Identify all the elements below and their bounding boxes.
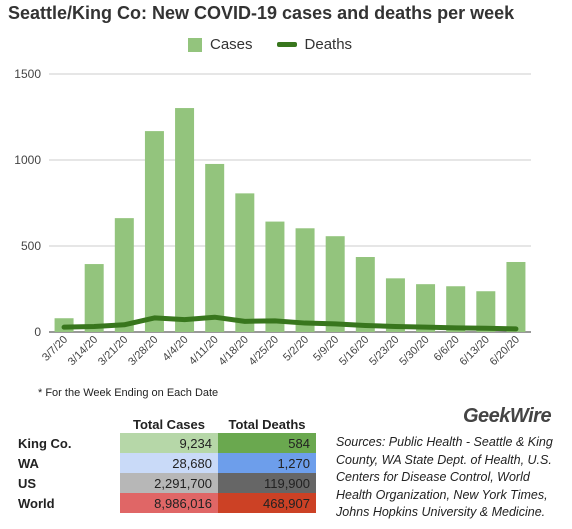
total-deaths-cell: 1,270 xyxy=(218,453,316,473)
bar-cases xyxy=(476,291,496,332)
point-deaths xyxy=(184,319,186,321)
point-deaths xyxy=(123,324,125,326)
bar-cases xyxy=(506,261,526,332)
legend-swatch-cases xyxy=(188,37,202,52)
total-deaths-cell: 119,900 xyxy=(218,473,316,493)
point-deaths xyxy=(63,326,65,328)
x-tick-label: 5/30/20 xyxy=(397,334,431,368)
bar-cases xyxy=(446,286,466,332)
row-label: King Co. xyxy=(18,435,72,451)
row-label: World xyxy=(18,495,55,511)
table-corner xyxy=(12,415,120,433)
sources-note: Sources: Public Health - Seattle & King … xyxy=(336,435,553,519)
x-tick-label: 4/18/20 xyxy=(216,334,250,368)
x-tick-label: 4/11/20 xyxy=(187,334,221,368)
bar-cases xyxy=(295,228,315,332)
bar-cases xyxy=(325,236,345,332)
total-cases-cell: 28,680 xyxy=(120,453,218,473)
point-deaths xyxy=(274,320,276,322)
total-deaths-cell: 468,907 xyxy=(218,493,316,513)
bar-cases xyxy=(84,264,104,332)
x-tick-label: 3/28/20 xyxy=(126,334,160,368)
bar-cases xyxy=(416,284,436,332)
bar-cases xyxy=(355,257,375,332)
legend-swatch-deaths xyxy=(276,42,297,47)
chart-title: Seattle/King Co: New COVID-19 cases and … xyxy=(8,3,515,23)
legend-label-deaths: Deaths xyxy=(304,36,353,53)
point-deaths xyxy=(485,327,487,329)
table-row: World 8,986,016 468,907 xyxy=(12,493,316,513)
point-deaths xyxy=(515,328,517,330)
point-deaths xyxy=(304,322,306,324)
chart-legend: Cases Deaths xyxy=(188,36,352,53)
line-deaths xyxy=(61,314,519,332)
total-cases-cell: 2,291,700 xyxy=(120,473,218,493)
table-row: King Co. 9,234 584 xyxy=(12,433,316,453)
bar-cases xyxy=(235,193,255,332)
x-tick-label: 4/25/20 xyxy=(247,334,281,368)
bar-cases xyxy=(175,108,195,332)
total-cases-cell: 9,234 xyxy=(120,433,218,453)
bar-cases xyxy=(205,163,225,332)
bar-cases xyxy=(144,131,164,332)
x-tick-label: 5/23/20 xyxy=(367,334,401,368)
point-deaths xyxy=(394,325,396,327)
row-label: US xyxy=(18,475,37,491)
header-total-deaths: Total Deaths xyxy=(228,416,306,432)
table-row: WA 28,680 1,270 xyxy=(12,453,316,473)
total-deaths-cell: 584 xyxy=(218,433,316,453)
totals-table: Total Cases Total Deaths King Co. 9,234 58… xyxy=(12,415,316,513)
y-tick-label: 1500 xyxy=(14,67,41,81)
y-tick-label: 500 xyxy=(21,239,41,253)
point-deaths xyxy=(153,317,155,319)
table-row: US 2,291,700 119,900 xyxy=(12,473,316,493)
x-tick-label: 3/21/20 xyxy=(96,334,130,368)
y-tick-label: 1000 xyxy=(14,153,41,167)
point-deaths xyxy=(93,325,95,327)
y-tick-label: 0 xyxy=(34,325,41,339)
bar-cases xyxy=(385,278,405,332)
total-cases-cell: 8,986,016 xyxy=(120,493,218,513)
geekwire-logo: GeekWire xyxy=(463,405,552,427)
bar-cases xyxy=(265,221,285,332)
footnote: * For the Week Ending on Each Date xyxy=(38,387,219,399)
x-tick-label: 6/13/20 xyxy=(457,334,491,368)
point-deaths xyxy=(214,316,216,318)
x-tick-label: 6/20/20 xyxy=(488,334,522,368)
point-deaths xyxy=(455,327,457,329)
row-label: WA xyxy=(18,455,39,471)
point-deaths xyxy=(364,324,366,326)
point-deaths xyxy=(244,320,246,322)
header-total-cases: Total Cases xyxy=(132,416,205,432)
x-tick-label: 3/14/20 xyxy=(66,334,100,368)
bar-cases xyxy=(114,218,134,332)
legend-label-cases: Cases xyxy=(210,36,253,53)
point-deaths xyxy=(425,326,427,328)
x-tick-label: 5/2/20 xyxy=(281,334,311,364)
point-deaths xyxy=(334,323,336,325)
x-tick-label: 5/16/20 xyxy=(337,334,371,368)
